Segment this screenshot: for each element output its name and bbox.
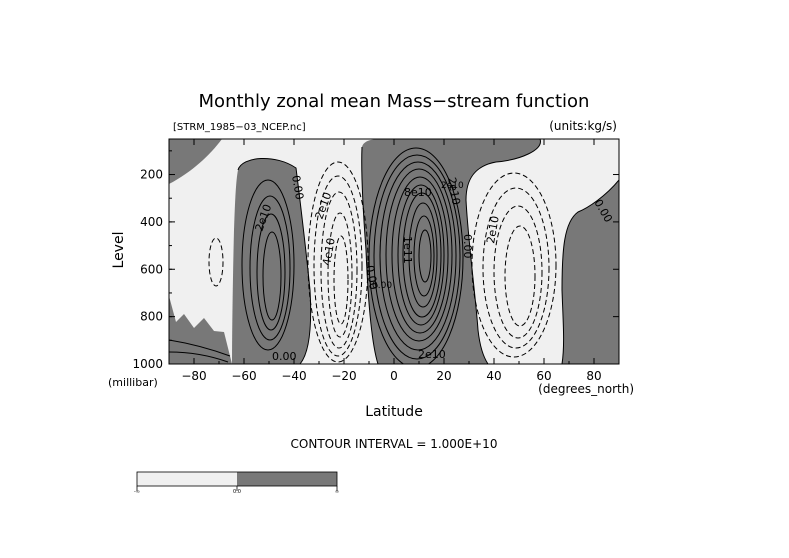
colorbar-label-max: ∞ — [335, 489, 339, 495]
contour-label: 1e11 — [401, 236, 414, 264]
positive-contours — [169, 147, 464, 364]
y-tick-label: 200 — [140, 168, 163, 182]
contour-label: 0.00 — [289, 174, 306, 200]
y-tick-label: 800 — [140, 310, 163, 324]
x-tick-label: −20 — [331, 369, 356, 383]
x-tick-label: 60 — [536, 369, 551, 383]
contour-label: 0.00 — [461, 234, 474, 259]
contour-label: 2e10 — [445, 176, 463, 206]
colorbar: -∞ 0.0 ∞ — [134, 471, 339, 495]
colorbar-label-min: -∞ — [134, 489, 140, 495]
y-tick-label: 1000 — [132, 357, 163, 371]
x-tick-label: 40 — [486, 369, 501, 383]
x-tick-label: −60 — [231, 369, 256, 383]
x-tick-label: 80 — [586, 369, 601, 383]
contour-label: 2e10 — [441, 181, 464, 191]
positive-region-north — [562, 180, 619, 364]
positive-region-south-bottom — [169, 296, 232, 364]
x-axis: −80 −60 −40 −20 0 20 40 60 80 — [168, 139, 620, 383]
negative-contours — [208, 161, 557, 363]
colorbar-negative-swatch — [137, 472, 237, 486]
chart-title: Monthly zonal mean Mass−stream function — [199, 91, 590, 112]
contour-interval-label: CONTOUR INTERVAL = 1.000E+10 — [291, 437, 498, 451]
x-tick-label: −80 — [181, 369, 206, 383]
colorbar-label-mid: 0.0 — [233, 489, 241, 495]
positive-cell-south — [232, 158, 311, 364]
positive-cell-hadley — [361, 139, 541, 364]
contour-label: 4e10 — [320, 237, 338, 267]
y-tick-label: 400 — [140, 215, 163, 229]
x-axis-label: Latitude — [365, 404, 423, 420]
contour-label: 0.00 — [372, 281, 392, 291]
source-file-label: [STRM_1985−03_NCEP.nc] — [173, 122, 306, 133]
y-tick-label: 600 — [140, 262, 163, 276]
x-tick-label: 20 — [436, 369, 451, 383]
y-axis: 200 400 600 800 1000 — [132, 150, 619, 371]
x-tick-label: 0 — [390, 369, 398, 383]
y-axis-unit-label: (millibar) — [108, 376, 158, 389]
contour-label: 8e10 — [404, 186, 432, 199]
units-label: (units:kg/s) — [549, 119, 617, 133]
plot-area: 0.00 2e10 0.00 2e10 4e10 0.00 8e10 2e10 … — [169, 139, 619, 364]
x-tick-label: −40 — [281, 369, 306, 383]
contour-label: 2e10 — [418, 348, 446, 361]
contour-label: 0.00 — [363, 264, 380, 290]
colorbar-positive-swatch — [237, 472, 337, 486]
positive-region-polar-south-top — [169, 139, 222, 184]
x-axis-unit-label: (degrees_north) — [538, 382, 634, 396]
zero-contours — [237, 139, 619, 364]
y-axis-label: Level — [111, 232, 127, 269]
contour-label: 0.00 — [272, 350, 297, 363]
contour-label: 2e10 — [484, 215, 502, 245]
